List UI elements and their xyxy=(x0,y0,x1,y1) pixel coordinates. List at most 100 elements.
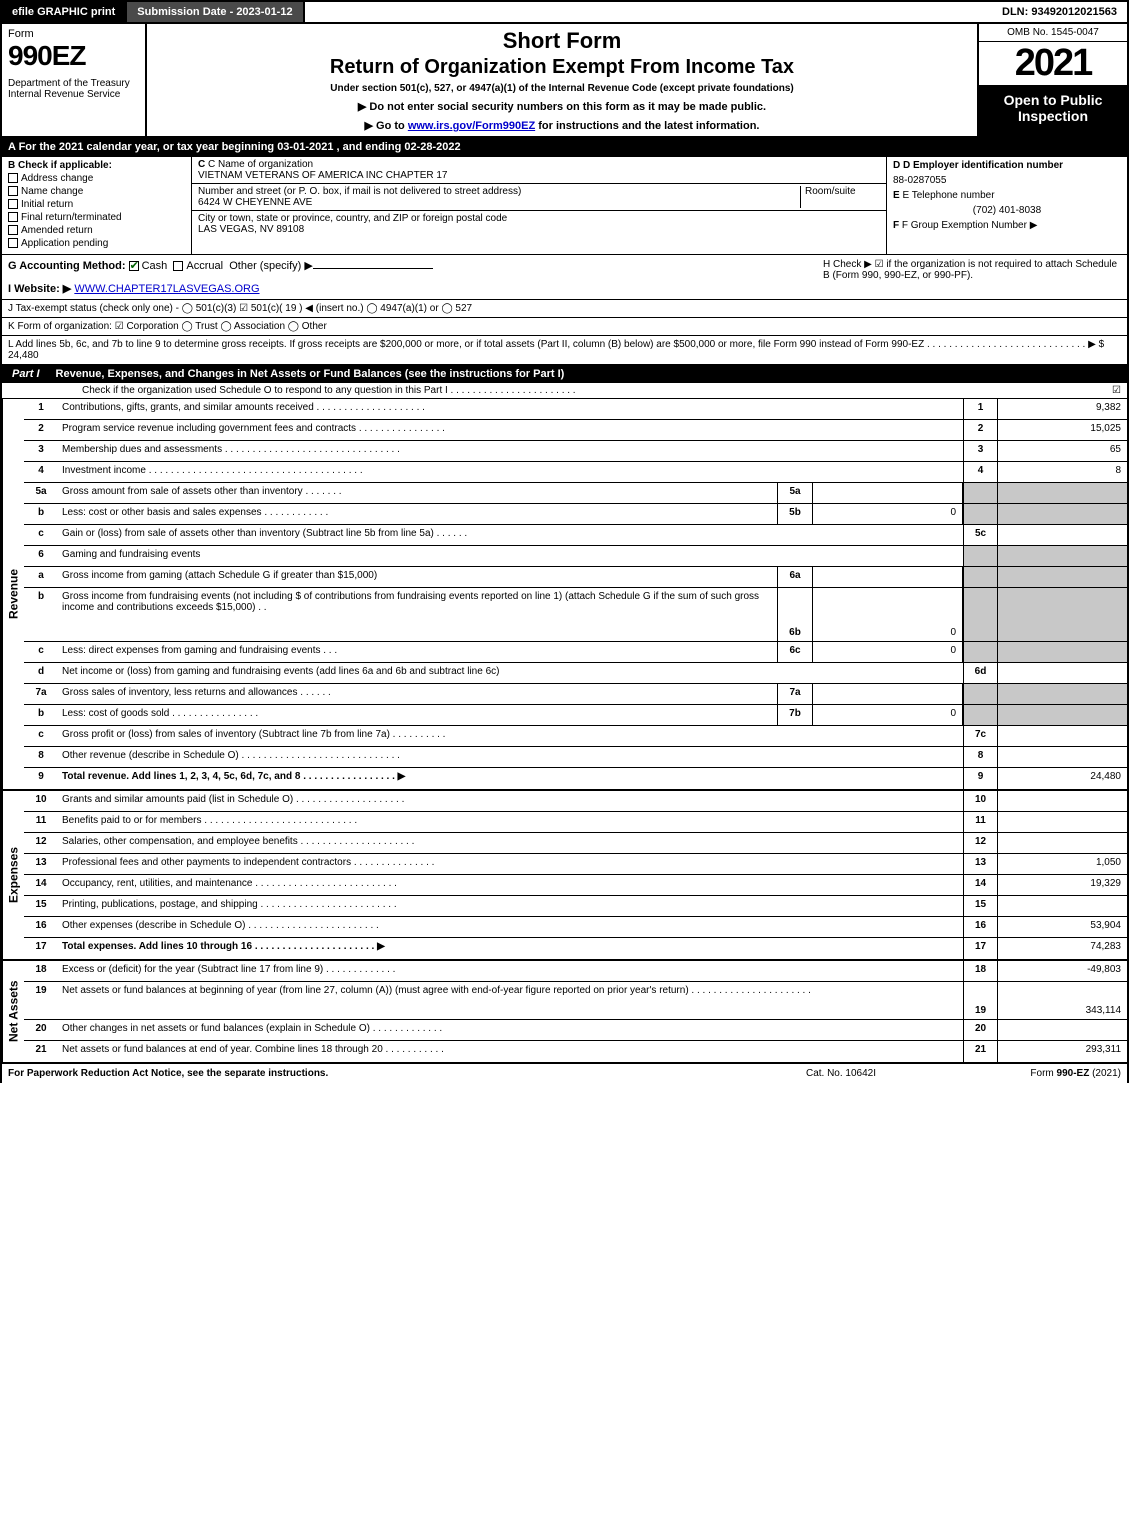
department: Department of the Treasury Internal Reve… xyxy=(8,78,139,100)
row-g: G Accounting Method: Cash Accrual Other … xyxy=(2,255,817,299)
line-6a: aGross income from gaming (attach Schedu… xyxy=(24,567,1127,588)
header-right: OMB No. 1545-0047 2021 Open to Public In… xyxy=(977,24,1127,136)
line-15: 15Printing, publications, postage, and s… xyxy=(24,896,1127,917)
omb-number: OMB No. 1545-0047 xyxy=(979,24,1127,42)
line-13: 13Professional fees and other payments t… xyxy=(24,854,1127,875)
block-bcd: B Check if applicable: Address change Na… xyxy=(0,157,1129,255)
line-19: 19Net assets or fund balances at beginni… xyxy=(24,982,1127,1020)
chk-amended-return[interactable]: Amended return xyxy=(8,225,185,236)
city-label: City or town, state or province, country… xyxy=(198,213,880,224)
other-specify-input[interactable] xyxy=(313,268,433,269)
part1-label: Part I xyxy=(2,365,50,383)
part1-title: Revenue, Expenses, and Changes in Net As… xyxy=(50,365,1127,383)
c-label: C C Name of organization xyxy=(198,159,880,170)
efile-print-button[interactable]: efile GRAPHIC print xyxy=(2,2,127,22)
line-14: 14Occupancy, rent, utilities, and mainte… xyxy=(24,875,1127,896)
row-l: L Add lines 5b, 6c, and 7b to line 9 to … xyxy=(0,336,1129,365)
line-21: 21Net assets or fund balances at end of … xyxy=(24,1041,1127,1062)
form-header: Form 990EZ Department of the Treasury In… xyxy=(0,24,1129,138)
room-suite: Room/suite xyxy=(800,186,880,208)
form-ref: Form 990-EZ (2021) xyxy=(941,1068,1121,1079)
line-5a: 5aGross amount from sale of assets other… xyxy=(24,483,1127,504)
chk-initial-return[interactable]: Initial return xyxy=(8,199,185,210)
org-name-row: C C Name of organization VIETNAM VETERAN… xyxy=(192,157,886,184)
line-7a: 7aGross sales of inventory, less returns… xyxy=(24,684,1127,705)
line-18: 18Excess or (deficit) for the year (Subt… xyxy=(24,961,1127,982)
part1-note-checkbox[interactable]: ☑ xyxy=(1112,385,1121,396)
revenue-table: Revenue 1Contributions, gifts, grants, a… xyxy=(0,399,1129,791)
line-4: 4Investment income . . . . . . . . . . .… xyxy=(24,462,1127,483)
line-12: 12Salaries, other compensation, and empl… xyxy=(24,833,1127,854)
paperwork-notice: For Paperwork Reduction Act Notice, see … xyxy=(8,1068,741,1079)
chk-address-change[interactable]: Address change xyxy=(8,173,185,184)
part1-note-text: Check if the organization used Schedule … xyxy=(82,385,576,396)
line-a: A For the 2021 calendar year, or tax yea… xyxy=(0,138,1129,157)
title-return: Return of Organization Exempt From Incom… xyxy=(153,56,971,79)
phone-value: (702) 401-8038 xyxy=(893,205,1121,216)
line-5c: cGain or (loss) from sale of assets othe… xyxy=(24,525,1127,546)
addr-value: 6424 W CHEYENNE AVE xyxy=(198,197,800,208)
website-link[interactable]: WWW.CHAPTER17LASVEGAS.ORG xyxy=(74,283,259,295)
submission-date: Submission Date - 2023-01-12 xyxy=(127,2,304,22)
top-bar: efile GRAPHIC print Submission Date - 20… xyxy=(0,0,1129,24)
tax-year: 2021 xyxy=(979,42,1127,86)
line-5b: bLess: cost or other basis and sales exp… xyxy=(24,504,1127,525)
ein-label: D D Employer identification number xyxy=(893,160,1121,171)
row-i-label: I Website: ▶ xyxy=(8,283,71,295)
line-6: 6Gaming and fundraising events xyxy=(24,546,1127,567)
page-footer: For Paperwork Reduction Act Notice, see … xyxy=(0,1064,1129,1083)
line-6d: dNet income or (loss) from gaming and fu… xyxy=(24,663,1127,684)
irs-link[interactable]: www.irs.gov/Form990EZ xyxy=(408,120,535,132)
chk-accrual[interactable] xyxy=(173,261,183,271)
line-8: 8Other revenue (describe in Schedule O) … xyxy=(24,747,1127,768)
line-3: 3Membership dues and assessments . . . .… xyxy=(24,441,1127,462)
line-7c: cGross profit or (loss) from sales of in… xyxy=(24,726,1127,747)
row-g-h: G Accounting Method: Cash Accrual Other … xyxy=(0,255,1129,300)
line-7b: bLess: cost of goods sold . . . . . . . … xyxy=(24,705,1127,726)
warning-ssn: ▶ Do not enter social security numbers o… xyxy=(153,100,971,113)
addr-label: Number and street (or P. O. box, if mail… xyxy=(198,186,800,197)
ein-value: 88-0287055 xyxy=(893,175,1121,186)
netassets-sidelabel: Net Assets xyxy=(2,961,24,1062)
subtitle-section: Under section 501(c), 527, or 4947(a)(1)… xyxy=(153,83,971,94)
line-10: 10Grants and similar amounts paid (list … xyxy=(24,791,1127,812)
phone-label: E E Telephone number xyxy=(893,190,1121,201)
line-17: 17Total expenses. Add lines 10 through 1… xyxy=(24,938,1127,959)
line-6c: cLess: direct expenses from gaming and f… xyxy=(24,642,1127,663)
col-b-header: B Check if applicable: xyxy=(8,160,185,171)
line-6b: bGross income from fundraising events (n… xyxy=(24,588,1127,642)
col-c: C C Name of organization VIETNAM VETERAN… xyxy=(192,157,887,254)
goto-pre: ▶ Go to xyxy=(365,120,408,132)
chk-name-change[interactable]: Name change xyxy=(8,186,185,197)
city-value: LAS VEGAS, NV 89108 xyxy=(198,224,880,235)
form-number: 990EZ xyxy=(8,40,139,72)
line-1: 1Contributions, gifts, grants, and simil… xyxy=(24,399,1127,420)
city-row: City or town, state or province, country… xyxy=(192,211,886,237)
spacer xyxy=(305,2,992,22)
revenue-sidelabel: Revenue xyxy=(2,399,24,789)
line-20: 20Other changes in net assets or fund ba… xyxy=(24,1020,1127,1041)
row-h: H Check ▶ ☑ if the organization is not r… xyxy=(817,255,1127,299)
group-exemption: F F Group Exemption Number ▶ xyxy=(893,220,1121,231)
line-16: 16Other expenses (describe in Schedule O… xyxy=(24,917,1127,938)
line-9: 9Total revenue. Add lines 1, 2, 3, 4, 5c… xyxy=(24,768,1127,789)
goto-post: for instructions and the latest informat… xyxy=(535,120,759,132)
chk-cash[interactable] xyxy=(129,261,139,271)
chk-application-pending[interactable]: Application pending xyxy=(8,238,185,249)
header-mid: Short Form Return of Organization Exempt… xyxy=(147,24,977,136)
part1-note: Check if the organization used Schedule … xyxy=(0,383,1129,399)
cat-no: Cat. No. 10642I xyxy=(741,1068,941,1079)
org-name: VIETNAM VETERANS OF AMERICA INC CHAPTER … xyxy=(198,170,880,181)
expenses-sidelabel: Expenses xyxy=(2,791,24,959)
row-j: J Tax-exempt status (check only one) - ◯… xyxy=(0,300,1129,318)
form-label: Form xyxy=(8,28,139,40)
title-short-form: Short Form xyxy=(153,28,971,54)
expenses-table: Expenses 10Grants and similar amounts pa… xyxy=(0,791,1129,961)
line-2: 2Program service revenue including gover… xyxy=(24,420,1127,441)
addr-row: Number and street (or P. O. box, if mail… xyxy=(192,184,886,211)
chk-final-return[interactable]: Final return/terminated xyxy=(8,212,185,223)
row-k: K Form of organization: ☑ Corporation ◯ … xyxy=(0,318,1129,336)
open-to-public: Open to Public Inspection xyxy=(979,86,1127,136)
header-left: Form 990EZ Department of the Treasury In… xyxy=(2,24,147,136)
goto-line: ▶ Go to www.irs.gov/Form990EZ for instru… xyxy=(153,119,971,132)
